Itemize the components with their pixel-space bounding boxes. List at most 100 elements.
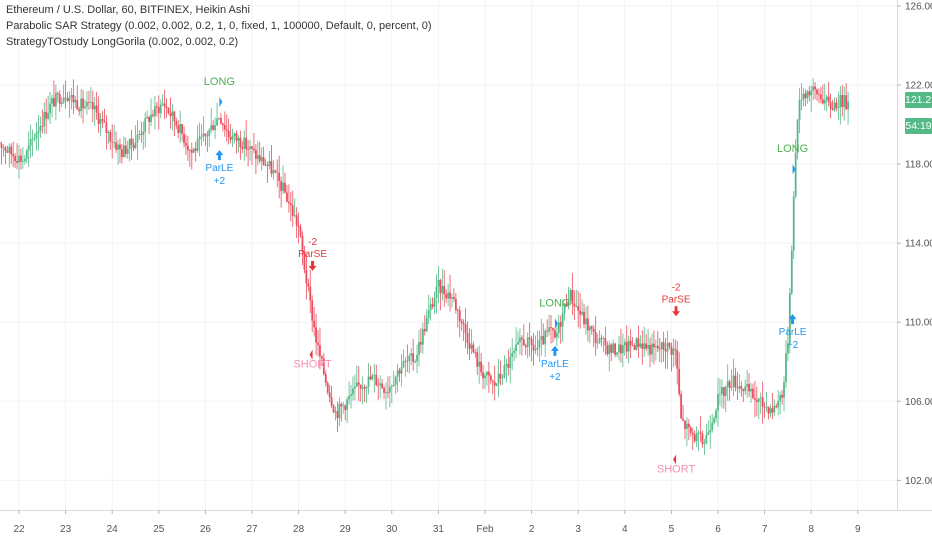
candle-body: [505, 363, 508, 366]
candle-body: [264, 164, 267, 166]
candle-body: [128, 138, 131, 149]
candle-body: [769, 408, 772, 414]
candle-body: [321, 356, 323, 359]
candle-body: [684, 420, 686, 429]
candle-body: [425, 317, 428, 332]
candle-body: [124, 145, 127, 154]
candle-body: [342, 405, 345, 407]
candle-body: [130, 138, 133, 145]
candle-body: [84, 106, 86, 109]
candle-series: [0, 78, 849, 455]
candle-body: [101, 119, 104, 121]
candle-body: [439, 279, 442, 294]
candle-body: [241, 147, 244, 149]
candle-body: [798, 99, 801, 121]
candle-body: [711, 422, 714, 431]
time-axis-background: [0, 510, 932, 550]
study-legend[interactable]: StrategyTOstudy LongGorila (0.002, 0.002…: [6, 36, 239, 48]
candle-body: [295, 215, 298, 226]
candle-body: [618, 344, 620, 353]
candle-body: [590, 326, 593, 330]
candle-body: [223, 125, 226, 130]
candle-body: [827, 96, 830, 103]
candle-body: [336, 411, 339, 419]
candle-body: [74, 99, 77, 103]
grid-lines: [0, 0, 897, 510]
candle-body: [159, 104, 162, 114]
time-tick-label: 29: [340, 524, 352, 535]
candle-body: [282, 182, 284, 191]
candle-body: [392, 384, 395, 387]
time-tick-label: 25: [153, 524, 165, 535]
candle-body: [381, 383, 383, 388]
candle-body: [311, 300, 314, 321]
candle-body: [146, 117, 149, 119]
price-axis[interactable]: 102.00 106.00 110.00 114.00 118.00 122.00 126.…: [897, 0, 932, 550]
candle-body: [198, 136, 201, 140]
candle-body: [107, 132, 110, 133]
price-tick-label: 122.00: [905, 81, 932, 92]
candle-body: [359, 384, 362, 389]
candle-body: [402, 360, 405, 368]
long-signal-label: LONG: [539, 297, 570, 309]
candle-body: [429, 304, 432, 311]
time-tick-label: 31: [433, 524, 445, 535]
candle-body: [301, 235, 304, 252]
candle-body: [388, 386, 391, 393]
candle-body: [781, 395, 783, 398]
time-tick-label: 5: [669, 524, 675, 535]
long-signal-label: LONG: [777, 143, 808, 155]
signal-marker: [673, 454, 677, 465]
candle-body: [759, 397, 762, 399]
candle-body: [396, 370, 399, 377]
candle-body: [330, 397, 333, 406]
candle-body: [678, 368, 681, 395]
candle-body: [268, 161, 271, 166]
short-signal-label: SHORT: [657, 463, 696, 475]
short-entry-arrow: [672, 306, 681, 317]
candle-body: [728, 381, 731, 388]
strategy-legend[interactable]: Parabolic SAR Strategy (0.002, 0.002, 0.…: [6, 20, 432, 32]
candle-body: [534, 349, 537, 351]
candle-body: [608, 344, 611, 355]
candle-body: [468, 343, 471, 349]
signal-marker: [309, 349, 313, 360]
candle-body: [829, 102, 832, 109]
candle-body: [369, 376, 372, 380]
candle-body: [136, 134, 139, 143]
candle-body: [627, 340, 630, 352]
candle-body: [117, 144, 119, 150]
candle-body: [245, 137, 248, 149]
candle-body: [134, 142, 137, 149]
candle-body: [276, 171, 279, 173]
candle-body: [357, 382, 360, 385]
candle-body: [47, 113, 50, 119]
candle-body: [377, 384, 380, 386]
candle-body: [670, 346, 673, 355]
candle-body: [639, 343, 642, 347]
candle-body: [835, 102, 838, 109]
candle-body: [45, 111, 48, 119]
order-label: ParSE: [298, 249, 327, 260]
candle-body: [334, 411, 337, 413]
candle-body: [56, 93, 59, 95]
candle-body: [355, 382, 358, 387]
order-label: ParLE: [541, 359, 569, 370]
candle-body: [802, 93, 805, 100]
candle-body: [656, 345, 659, 349]
candle-body: [287, 201, 290, 204]
time-tick-label: 23: [60, 524, 72, 535]
symbol-legend[interactable]: Ethereum / U.S. Dollar, 60, BITFINEX, He…: [6, 4, 250, 16]
candle-body: [654, 345, 657, 348]
candle-body: [416, 354, 418, 362]
candle-body: [744, 386, 747, 392]
time-axis[interactable]: 22 23 24 25 26 27 28 29 30 31 Feb 2 3 4 5 6 7 8 9: [0, 510, 932, 550]
candle-body: [227, 130, 230, 138]
long-signal-label: LONG: [204, 76, 235, 88]
candle-body: [423, 329, 426, 332]
candle-body: [317, 342, 319, 346]
candle-body: [458, 310, 461, 322]
candle-body: [515, 344, 517, 351]
candle-body: [93, 105, 96, 110]
